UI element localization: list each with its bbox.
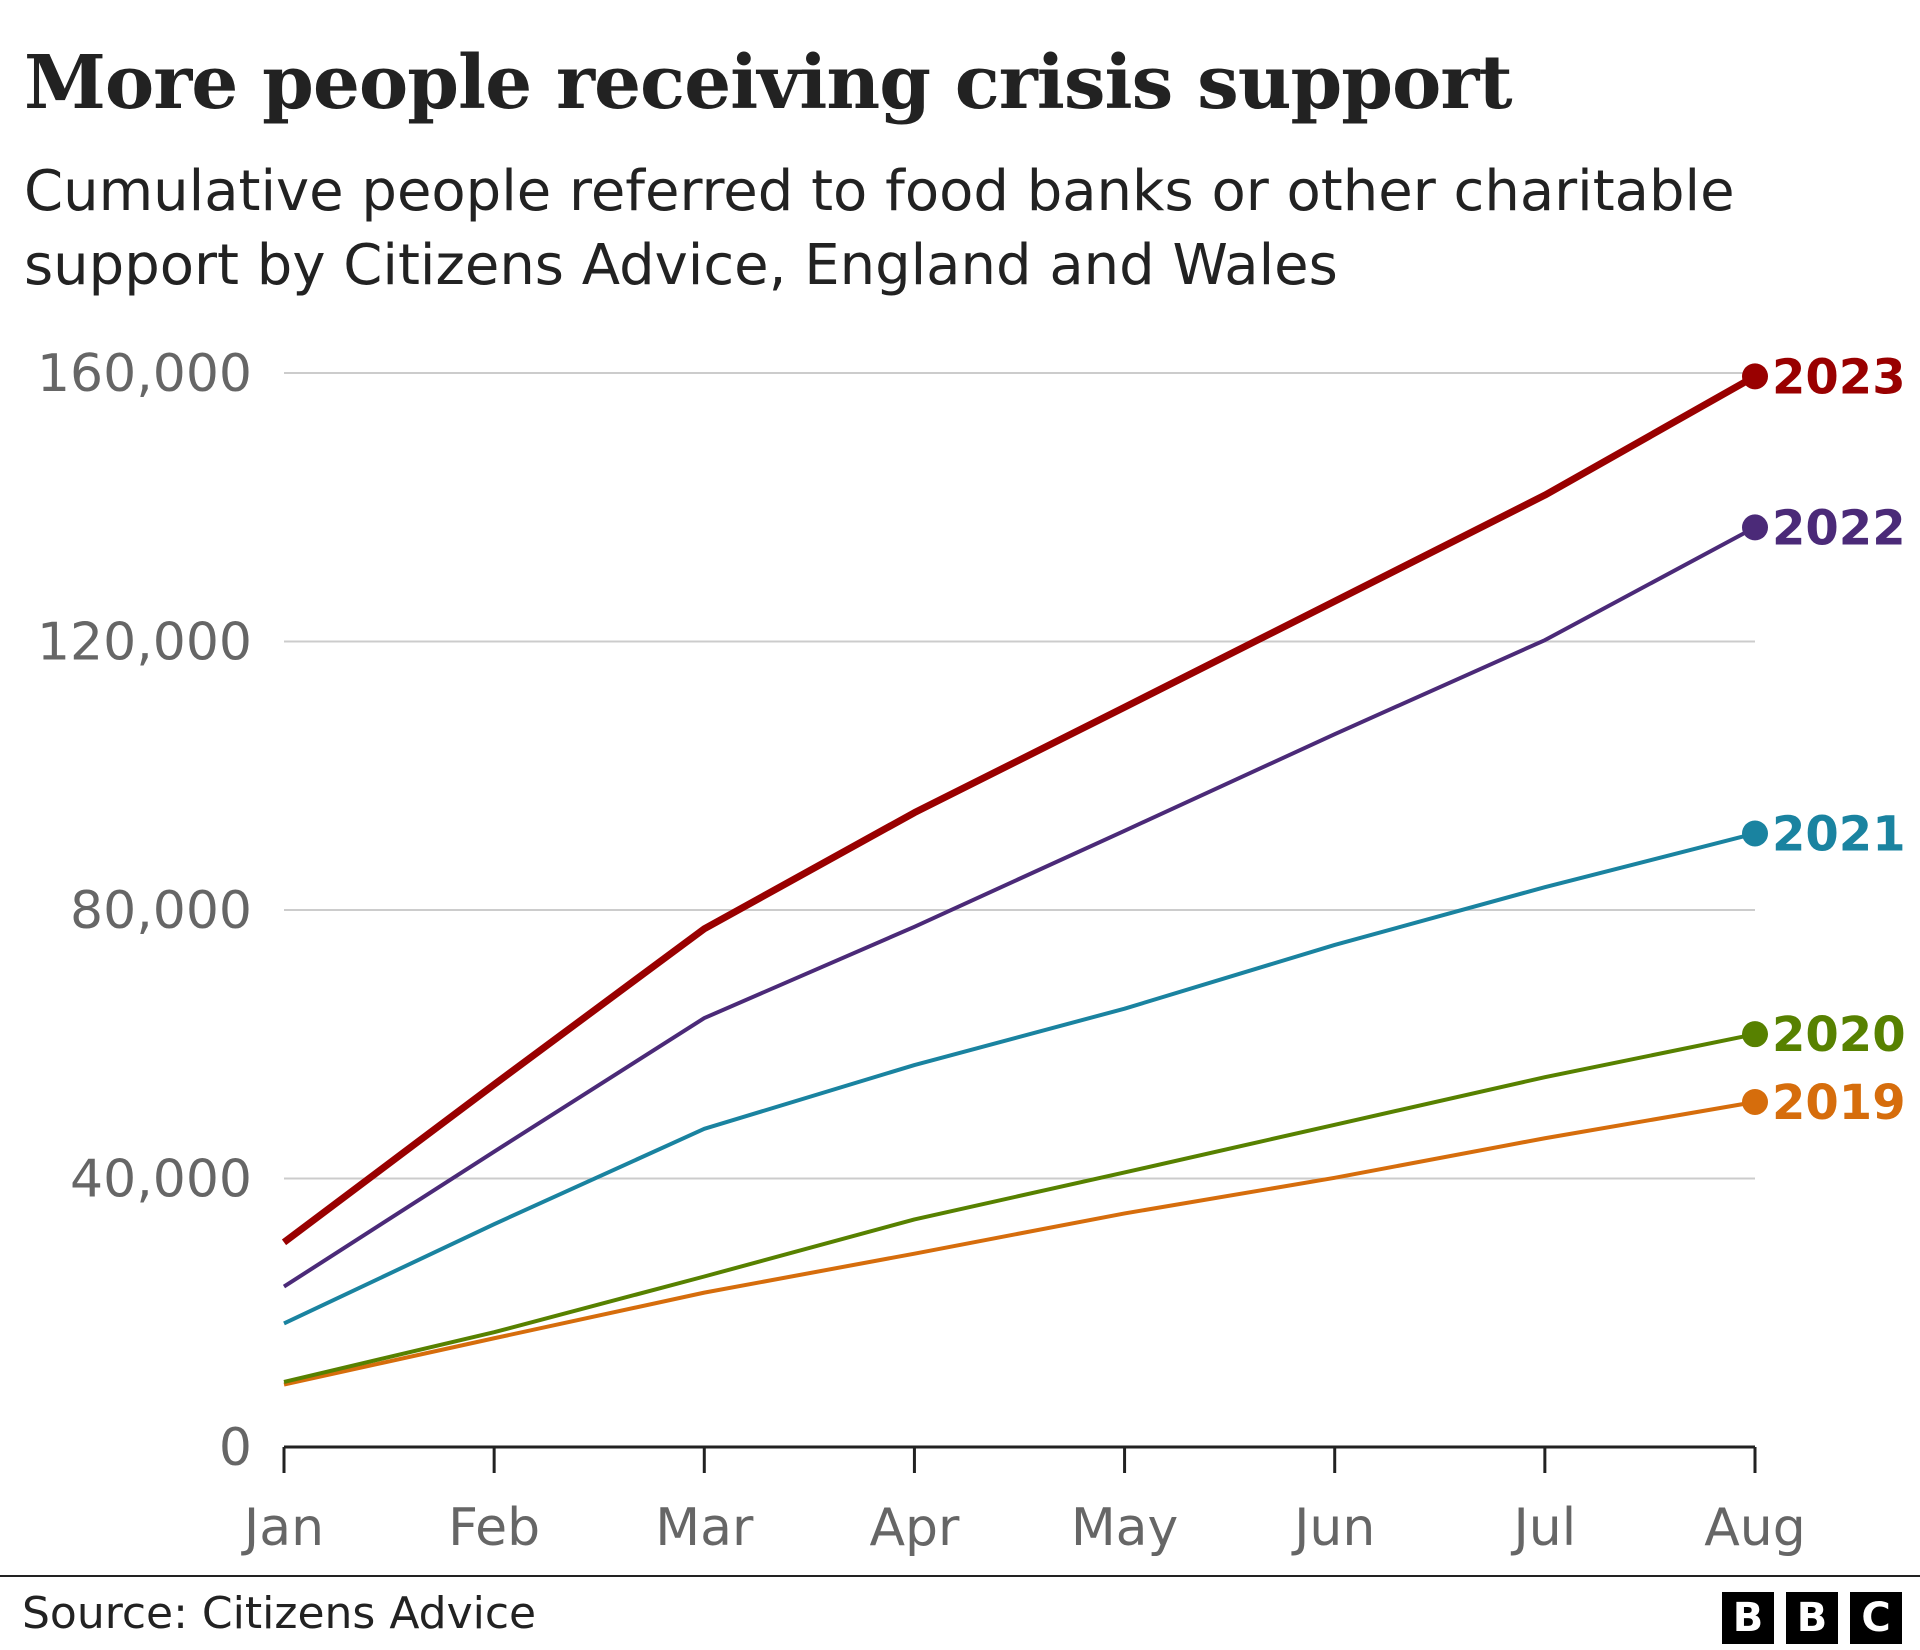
y-tick-label: 0 (219, 1418, 252, 1478)
x-axis: Jan Feb Mar Apr May Jun Jul Aug (241, 1445, 1806, 1558)
x-tick-label: Aug (1704, 1498, 1806, 1558)
series-label-2020: 2020 (1772, 1007, 1906, 1063)
bbc-logo: B B C (1722, 1592, 1902, 1644)
x-tick-label: May (1071, 1498, 1179, 1558)
x-tick-label: Feb (448, 1498, 540, 1558)
x-tick-label: Apr (869, 1498, 960, 1558)
logo-letter: B (1722, 1592, 1774, 1644)
series-end-dot-2022 (1742, 514, 1768, 541)
series-lines (281, 363, 1768, 1387)
y-tick-label: 160,000 (37, 344, 252, 404)
y-tick-label: 40,000 (70, 1150, 252, 1210)
x-tick-label: Jun (1291, 1498, 1375, 1558)
y-axis-ticks: 0 40,000 80,000 120,000 160,000 (37, 344, 252, 1478)
series-end-dot-2019 (1742, 1088, 1768, 1115)
series-label-2022: 2022 (1772, 500, 1906, 556)
y-tick-label: 80,000 (70, 881, 252, 941)
x-tick-label: Mar (655, 1498, 754, 1558)
chart-subtitle: Cumulative people referred to food banks… (24, 159, 1735, 298)
series-label-2021: 2021 (1772, 806, 1906, 862)
source-note: Source: Citizens Advice (22, 1588, 537, 1639)
chart-title: More people receiving crisis support (24, 40, 1513, 126)
series-line-2019 (283, 1100, 1756, 1387)
series-end-dot-2020 (1742, 1021, 1768, 1048)
series-label-2019: 2019 (1772, 1075, 1906, 1131)
footer-divider (0, 1575, 1920, 1577)
series-labels: 2019 2020 2021 2022 2023 (1772, 349, 1906, 1131)
series-end-dot-2023 (1742, 363, 1768, 390)
x-tick-label: Jul (1510, 1498, 1576, 1558)
x-tick-label: Jan (241, 1498, 324, 1558)
y-tick-label: 120,000 (37, 613, 252, 673)
gridlines (284, 372, 1755, 1180)
series-line-2022 (282, 525, 1756, 1289)
series-line-2020 (283, 1032, 1756, 1384)
series-end-dot-2021 (1742, 820, 1768, 847)
series-label-2023: 2023 (1772, 349, 1906, 405)
series-line-2021 (283, 831, 1756, 1326)
series-line-2023 (281, 373, 1757, 1246)
logo-letter: C (1850, 1592, 1902, 1644)
logo-letter: B (1786, 1592, 1838, 1644)
